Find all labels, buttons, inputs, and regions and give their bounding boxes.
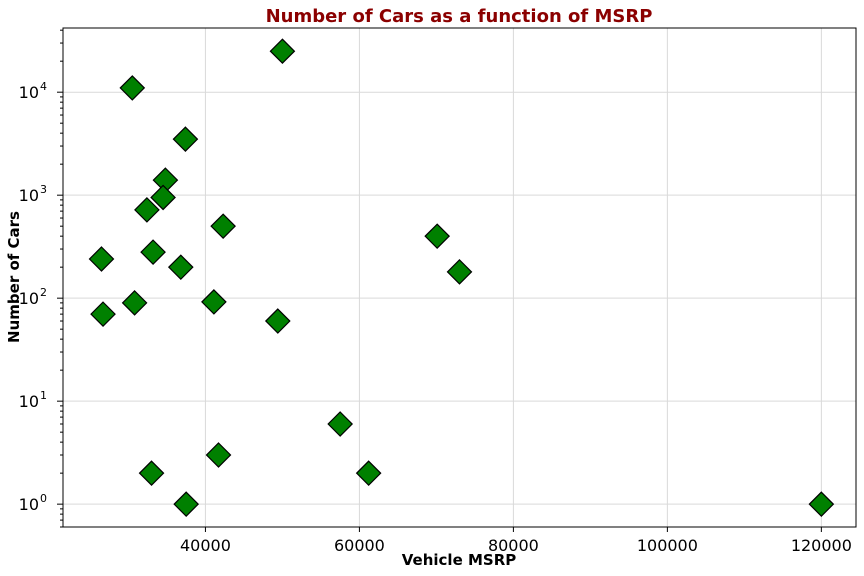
data-point [424,223,451,250]
data-point [808,491,835,518]
y-tick-label: 10 [19,392,39,411]
x-tick-label: 60000 [334,536,385,555]
y-tick-exponent: 3 [40,183,47,196]
data-point [121,290,148,316]
chart-title: Number of Cars as a function of MSRP [266,6,653,27]
y-tick-label: 10 [19,83,39,102]
data-point [140,239,166,265]
y-tick-exponent: 2 [40,286,47,299]
x-tick-label: 120000 [791,536,852,555]
data-points [88,38,835,518]
data-point [138,460,165,486]
y-axis-label: Number of Cars [5,211,23,343]
data-point [210,213,236,240]
data-point [201,289,227,315]
data-point [167,254,194,281]
data-point [269,38,296,65]
data-point [264,308,291,334]
x-tick-label: 40000 [180,536,231,555]
data-point [173,491,200,518]
plot-frame [62,27,857,528]
x-tick-label: 100000 [637,536,698,555]
data-point [446,259,473,285]
data-point [150,184,176,211]
data-point [90,301,116,327]
data-point [355,460,382,486]
y-tick-exponent: 4 [40,80,47,93]
y-tick-label: 10 [19,186,39,205]
data-point [327,411,354,437]
data-point [205,442,232,468]
y-tick-label: 10 [19,289,39,308]
data-point [134,197,160,223]
y-tick-label: 10 [19,495,39,514]
data-point [119,75,146,101]
y-tick-exponent: 0 [40,492,47,505]
x-tick-label: 80000 [488,536,539,555]
data-point [88,246,115,272]
y-tick-exponent: 1 [40,389,47,402]
x-axis-label: Vehicle MSRP [402,551,517,569]
data-point [172,126,199,152]
